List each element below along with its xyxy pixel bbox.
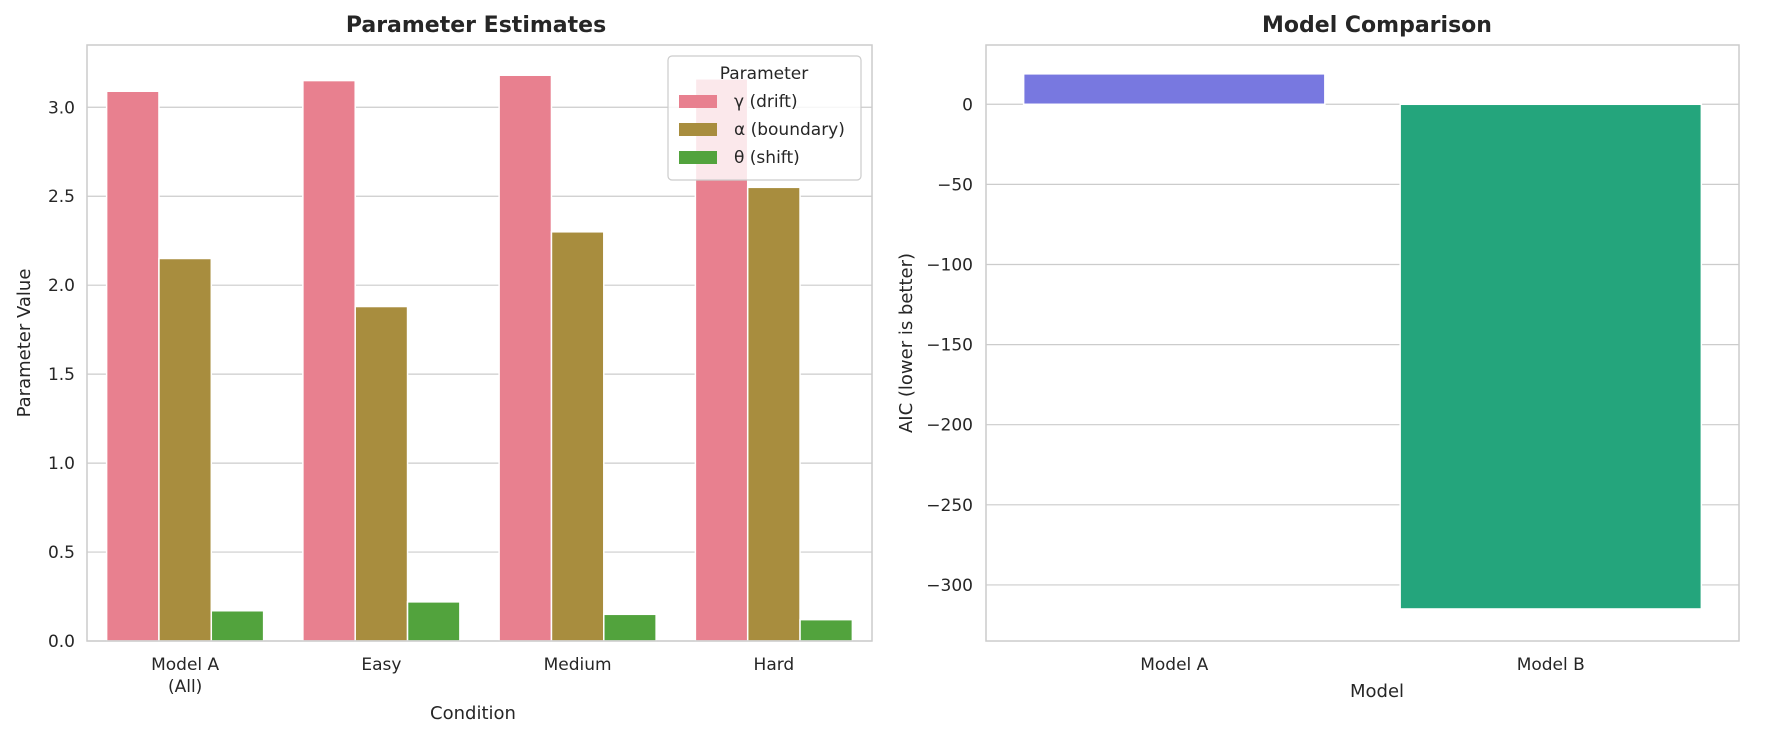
bar — [746, 186, 801, 642]
y-tick-label: 0.5 — [48, 543, 75, 563]
x-axis-label: Condition — [430, 703, 516, 724]
chart-title: Parameter Estimates — [346, 13, 606, 38]
y-tick-label: 1.0 — [48, 454, 75, 474]
legend-swatch — [679, 95, 717, 108]
x-tick-label: Medium — [544, 655, 612, 675]
legend-entry: α (boundary) — [734, 120, 845, 140]
y-tick-label: −100 — [926, 255, 973, 275]
legend-entry: γ (drift) — [734, 92, 798, 112]
x-tick-label: Model A — [151, 655, 219, 675]
y-tick-label: −50 — [937, 175, 973, 195]
grid-lines — [87, 106, 872, 642]
x-axis-label: Model — [1350, 681, 1404, 702]
y-tick-label: −150 — [926, 336, 973, 356]
legend-swatch — [679, 151, 717, 164]
y-axis-label: Parameter Value — [14, 269, 35, 418]
legend-title: Parameter — [720, 64, 808, 84]
y-tick-label: 2.5 — [48, 187, 75, 207]
y-tick-label: −250 — [926, 496, 973, 516]
bars — [105, 74, 854, 642]
y-ticks: 0.0 0.5 1.0 1.5 2.0 2.5 3.0 — [48, 98, 75, 652]
legend-entry: θ (shift) — [734, 148, 800, 168]
x-tick-label: Model B — [1517, 655, 1585, 675]
bar — [354, 305, 409, 642]
bar — [210, 610, 265, 642]
x-tick-label: (All) — [168, 677, 202, 697]
bars — [1022, 73, 1703, 610]
model-comparison-chart: Model Comparison 0 −50 −100 −150 −200 −250 −30… — [896, 13, 1740, 702]
x-tick-label: Model A — [1140, 655, 1208, 675]
y-tick-label: 2.0 — [48, 276, 75, 296]
bar — [406, 601, 461, 642]
y-axis-label: AIC (lower is better) — [896, 253, 917, 433]
bar — [550, 231, 605, 642]
y-tick-label: 3.0 — [48, 98, 75, 118]
bar — [799, 618, 854, 642]
bar — [603, 613, 657, 642]
plot-frame — [86, 44, 873, 642]
y-tick-label: 0 — [962, 95, 973, 115]
y-tick-label: 1.5 — [48, 365, 75, 385]
bar — [158, 257, 213, 642]
legend-items: γ (drift) α (boundary) θ (shift) — [679, 92, 845, 168]
bar — [302, 79, 356, 642]
legend: Parameter γ (drift) α (boundary) θ (shift) — [667, 55, 862, 181]
bar — [1022, 73, 1326, 106]
bar — [498, 74, 553, 642]
x-tick-label: Easy — [361, 655, 401, 675]
bar — [1399, 103, 1703, 610]
x-ticks: Model A(All) Easy Medium Hard — [151, 655, 794, 697]
parameter-estimates-chart: Parameter Estimates 0.0 0.5 1.0 1.5 2.0 2.5 3.… — [14, 13, 873, 724]
x-tick-label: Hard — [754, 655, 795, 675]
x-ticks: Model A Model B — [1140, 655, 1585, 675]
legend-box — [667, 55, 862, 181]
y-ticks: 0 −50 −100 −150 −200 −250 −300 — [926, 95, 973, 596]
y-tick-label: 0.0 — [48, 632, 75, 652]
y-tick-label: −300 — [926, 576, 973, 596]
y-tick-label: −200 — [926, 416, 973, 436]
plot-frame — [985, 44, 1740, 642]
legend-swatch — [679, 123, 717, 136]
chart-title: Model Comparison — [1262, 13, 1492, 38]
bar — [105, 90, 160, 642]
